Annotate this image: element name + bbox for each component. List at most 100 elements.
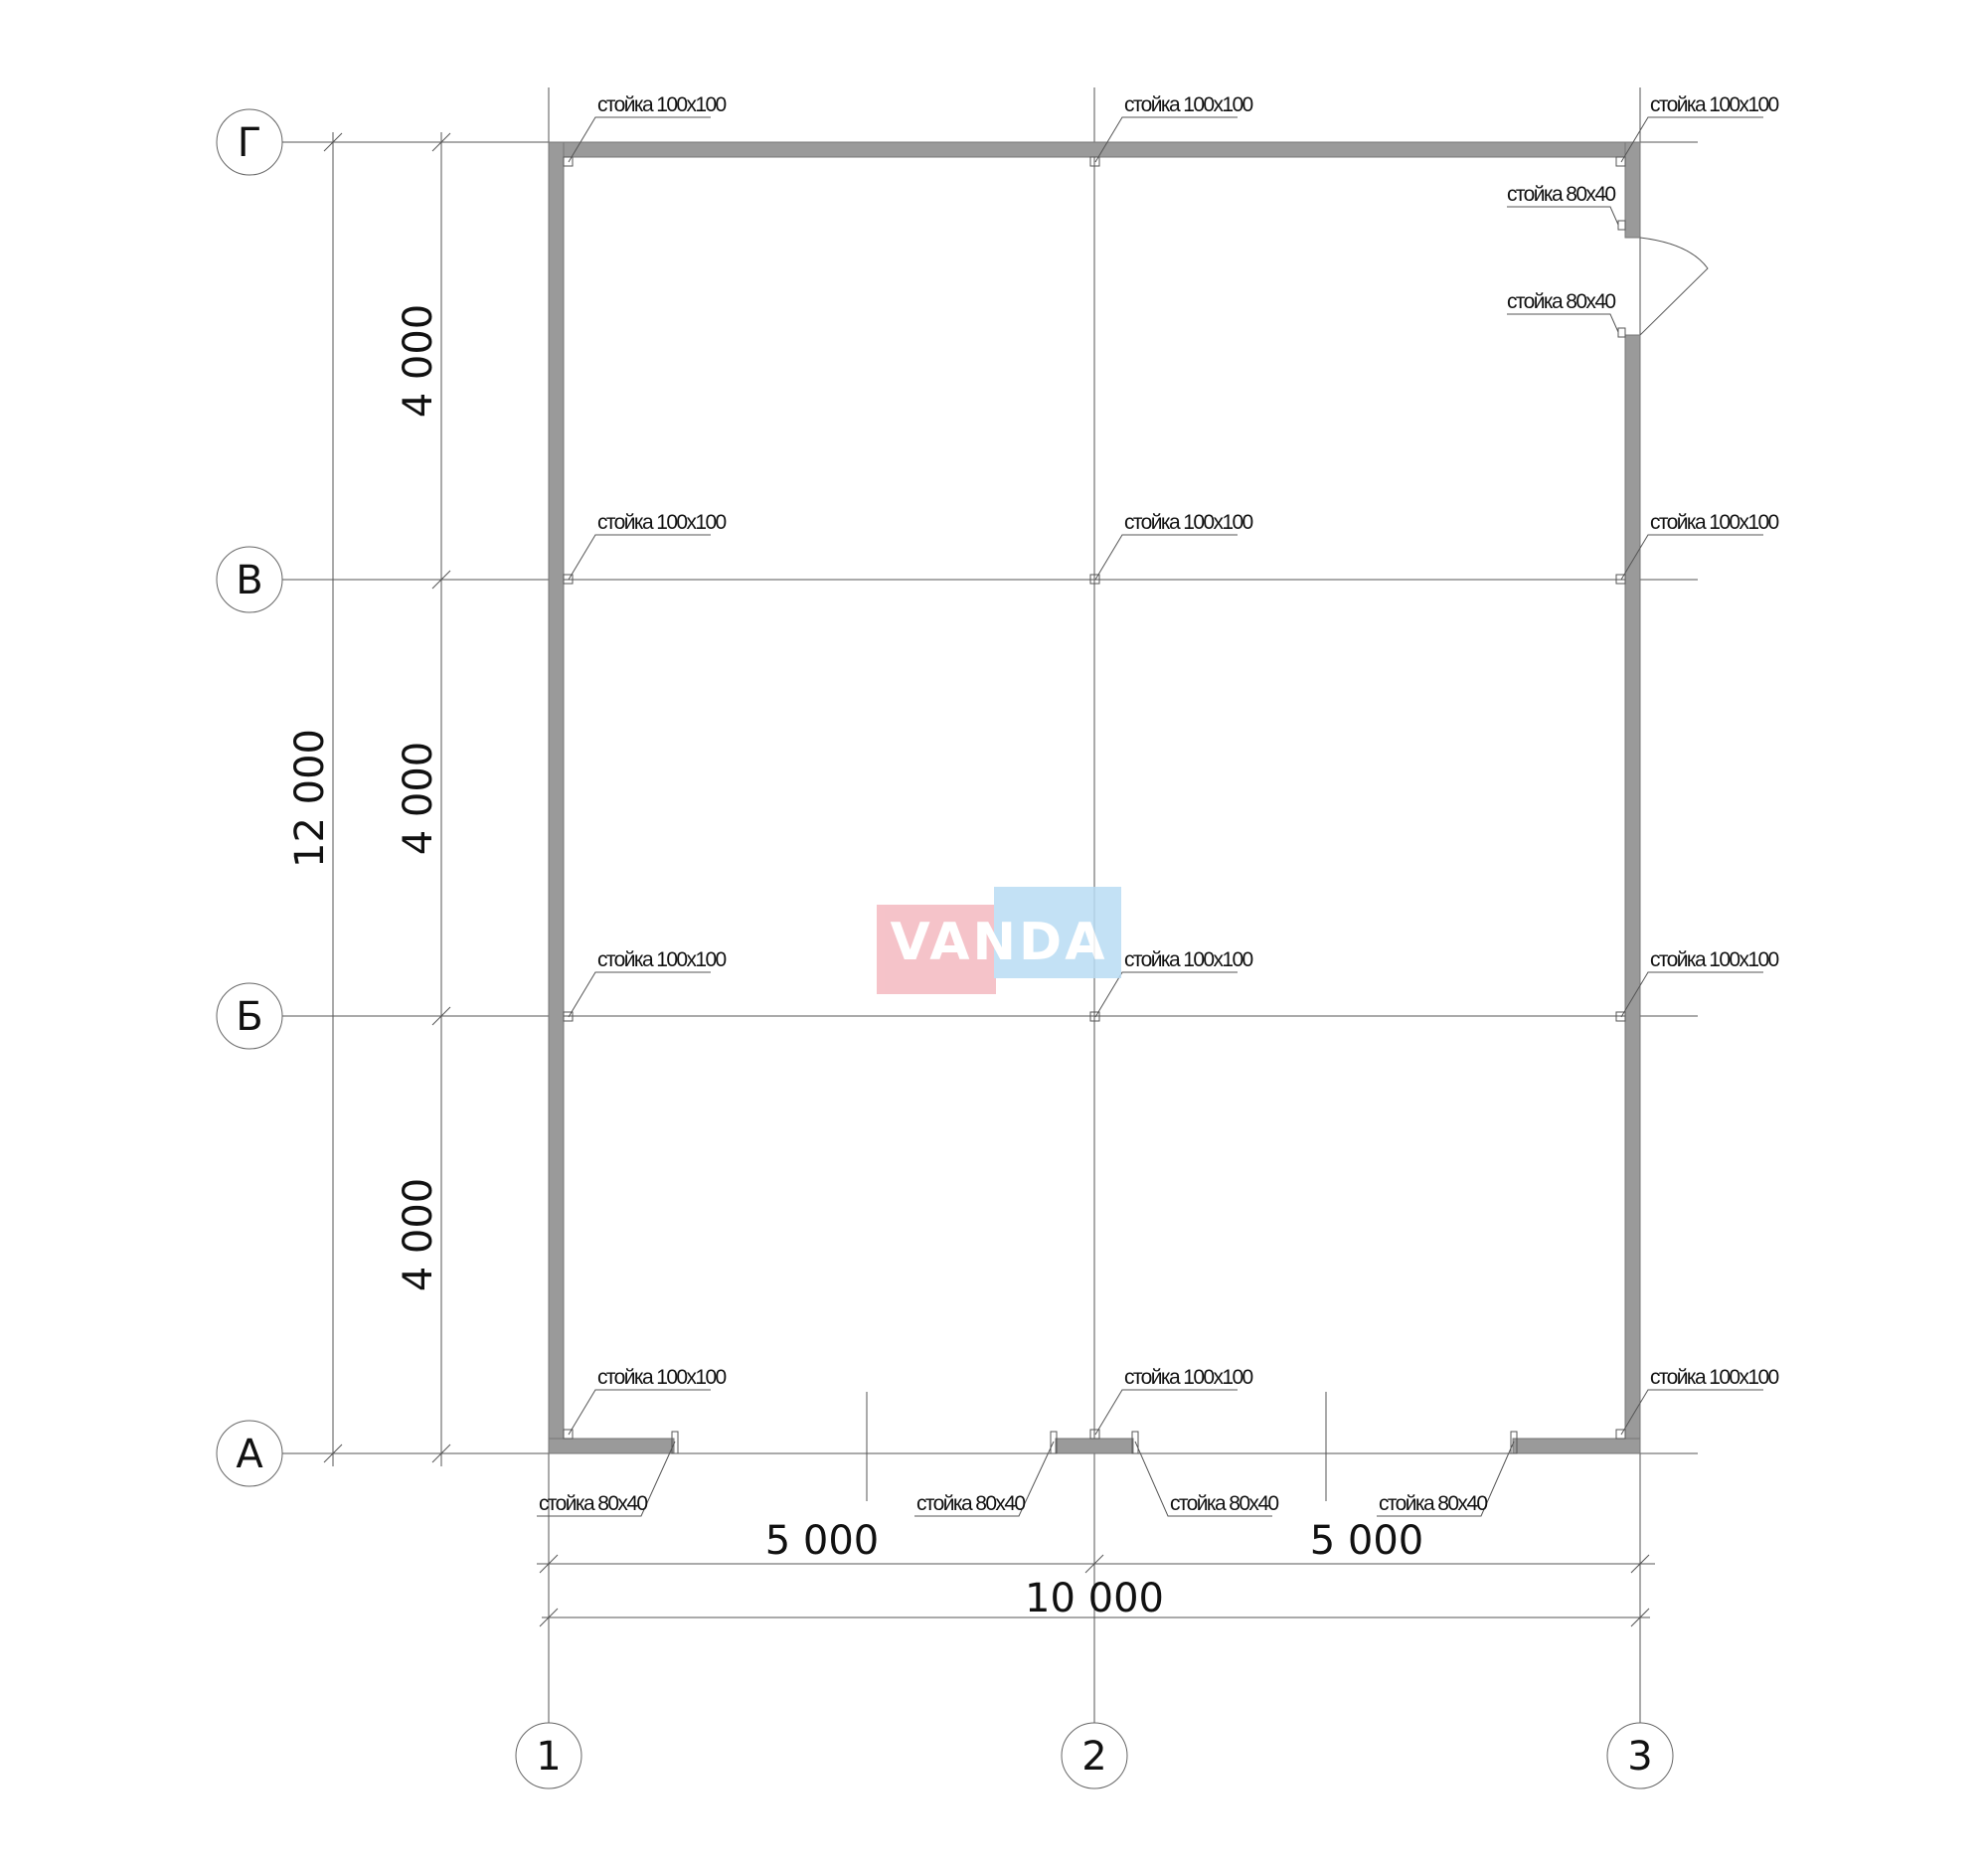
post-marker xyxy=(1615,1011,1626,1022)
post-label: стойка 100x100 xyxy=(1650,948,1779,971)
leader-line xyxy=(1377,1441,1515,1517)
post-label: стойка 80x40 xyxy=(539,1492,647,1515)
leader-line xyxy=(1134,1441,1272,1517)
axis-marker-letter: Г xyxy=(238,120,261,166)
wall xyxy=(1512,1438,1641,1454)
post-label: стойка 100x100 xyxy=(597,93,727,116)
dimension-tick xyxy=(539,1554,559,1574)
post-label: стойка 100x100 xyxy=(1124,1366,1253,1389)
wall xyxy=(548,141,565,1454)
dimension-part-horizontal: 5 000 xyxy=(1310,1518,1424,1564)
post-label: стойка 100x100 xyxy=(597,948,727,971)
dimension-tick xyxy=(1084,1554,1104,1574)
axis-marker-letter: А xyxy=(236,1432,263,1477)
walls xyxy=(548,141,1709,1454)
dimension-tick xyxy=(539,1608,559,1627)
post-marker xyxy=(1131,1431,1139,1454)
dimension-tick xyxy=(1630,1608,1650,1627)
leader-line xyxy=(1620,116,1763,163)
axis-marker-number-circle xyxy=(1061,1722,1128,1789)
axis-marker-letter-circle xyxy=(216,1420,283,1487)
post-label: стойка 80x40 xyxy=(1507,290,1615,313)
dimension-part-vertical: 4 000 xyxy=(396,1178,441,1292)
leader-line xyxy=(1620,534,1763,581)
axis-marker-number-circle xyxy=(515,1722,582,1789)
axis-marker-letter-circle xyxy=(216,108,283,176)
leader-line xyxy=(1094,534,1238,581)
door-swing xyxy=(1639,237,1709,336)
wall xyxy=(548,1438,675,1454)
dimension-tick xyxy=(431,570,451,590)
post-marker xyxy=(563,156,574,167)
post-marker xyxy=(1089,1429,1100,1440)
post-label: стойка 100x100 xyxy=(1124,93,1253,116)
dimension-lines: 12 000 4 000 4 000 4 000 5 000 5 000 10 000 xyxy=(287,132,1655,1627)
post-label: стойка 100x100 xyxy=(1650,93,1779,116)
dimension-part-vertical: 4 000 xyxy=(396,742,441,856)
leader-line xyxy=(1094,1389,1238,1436)
axis-marker-letter: В xyxy=(236,558,262,603)
wall xyxy=(1055,1438,1134,1454)
post-marker xyxy=(1615,1429,1626,1440)
post-marker xyxy=(563,1429,574,1440)
dimension-total-horizontal: 10 000 xyxy=(1025,1576,1164,1621)
leader-line xyxy=(1094,971,1238,1018)
axis-marker-letter: Б xyxy=(236,994,262,1040)
post-label: стойка 100x100 xyxy=(1650,1366,1779,1389)
leader-line xyxy=(568,116,711,163)
leader-line xyxy=(1620,971,1763,1018)
post-marker xyxy=(1050,1431,1058,1454)
post-marker xyxy=(563,1011,574,1022)
axis-marker-number-circle xyxy=(1606,1722,1674,1789)
post-marker xyxy=(671,1431,679,1454)
axis-marker-letter-circle xyxy=(216,546,283,613)
post-label: стойка 80x40 xyxy=(916,1492,1025,1515)
axis-marker-letter-circle xyxy=(216,982,283,1050)
post-marker xyxy=(1615,156,1626,167)
wall xyxy=(548,141,1641,158)
leader-line xyxy=(914,1441,1055,1517)
post-marker xyxy=(1089,1011,1100,1022)
leader-line xyxy=(1620,1389,1763,1436)
post-marker xyxy=(1510,1431,1518,1454)
post-label: стойка 80x40 xyxy=(1507,183,1615,206)
wall xyxy=(1624,141,1641,239)
watermark: VANDA xyxy=(877,887,1121,994)
leader-line xyxy=(1507,313,1619,333)
post-label: стойка 100x100 xyxy=(597,1366,727,1389)
dimension-part-horizontal: 5 000 xyxy=(765,1518,880,1564)
watermark-text: VANDA xyxy=(891,913,1108,972)
axis-marker-number: 3 xyxy=(1627,1734,1652,1780)
post-callouts: стойка 100x100 стойка 100x100 стойка 100x1… xyxy=(537,93,1780,1517)
axis-marker-number: 1 xyxy=(536,1734,561,1780)
dimension-tick xyxy=(431,1444,451,1463)
post-label: стойка 80x40 xyxy=(1170,1492,1278,1515)
axis-marker-number: 2 xyxy=(1081,1734,1106,1780)
post-marker xyxy=(563,574,574,585)
dimension-tick xyxy=(431,132,451,152)
post-label: стойка 80x40 xyxy=(1379,1492,1487,1515)
post-label: стойка 100x100 xyxy=(1650,511,1779,534)
dimension-tick xyxy=(431,1006,451,1026)
dimension-total-vertical: 12 000 xyxy=(287,729,333,868)
post-label: стойка 100x100 xyxy=(1124,511,1253,534)
dimension-tick xyxy=(1630,1554,1650,1574)
dimension-part-vertical: 4 000 xyxy=(396,304,441,419)
post-label: стойка 100x100 xyxy=(597,511,727,534)
leader-line xyxy=(1094,116,1238,163)
wall xyxy=(1624,334,1641,1454)
dimension-tick xyxy=(323,132,343,152)
leader-line xyxy=(1507,206,1619,226)
leader-line xyxy=(568,1389,711,1436)
leader-line xyxy=(568,971,711,1018)
post-marker xyxy=(1089,574,1100,585)
post-marker xyxy=(1089,156,1100,167)
post-marker xyxy=(1617,327,1626,338)
post-marker xyxy=(1617,220,1626,231)
leader-line xyxy=(568,534,711,581)
leader-line xyxy=(537,1441,676,1517)
dimension-tick xyxy=(323,1444,343,1463)
post-marker xyxy=(1615,574,1626,585)
axis-markers: А Б В Г 1 2 3 xyxy=(216,108,1674,1789)
